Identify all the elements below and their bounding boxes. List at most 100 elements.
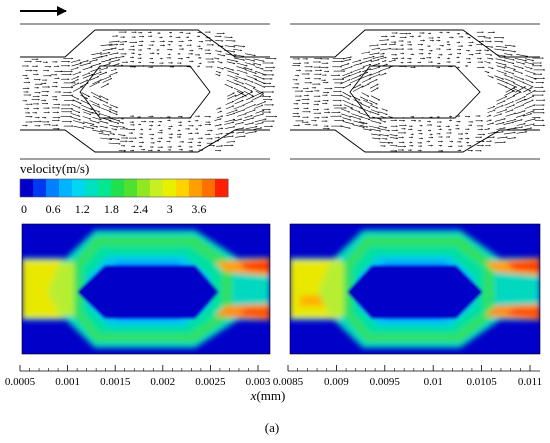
- velocity-vector: [108, 41, 120, 43]
- velocity-vector: [82, 116, 91, 120]
- velocity-vector: [494, 119, 505, 122]
- velocity-vector: [353, 120, 364, 124]
- channel-outline-right: [290, 29, 540, 153]
- velocity-vector: [92, 103, 100, 108]
- velocity-vector: [216, 116, 223, 118]
- velocity-vector: [80, 94, 87, 99]
- velocity-vector: [117, 125, 125, 128]
- velocity-vector: [353, 124, 364, 128]
- velocity-vector: [494, 106, 503, 109]
- velocity-vector: [255, 123, 263, 125]
- velocity-vector: [72, 72, 81, 76]
- velocity-vector: [372, 56, 384, 59]
- velocity-vector: [350, 75, 361, 80]
- colorbar-tick-label: 1.2: [75, 202, 90, 216]
- velocity-vector: [214, 125, 222, 127]
- velocity-vector: [254, 79, 266, 84]
- velocity-vector: [237, 114, 246, 117]
- velocity-vector: [516, 124, 526, 126]
- colorbar-tick-label: 1.8: [104, 202, 119, 216]
- velocity-vector: [217, 111, 222, 113]
- velocity-vector: [496, 96, 506, 102]
- velocity-vector: [80, 99, 89, 104]
- obstacle-right: [349, 65, 481, 119]
- velocity-vector: [118, 117, 124, 119]
- velocity-vector: [516, 61, 525, 64]
- velocity-vector: [236, 132, 244, 134]
- velocity-vector: [507, 138, 516, 139]
- velocity-vector: [242, 92, 253, 97]
- velocity-vector: [245, 53, 255, 56]
- velocity-vector: [118, 65, 122, 67]
- velocity-vector: [217, 128, 223, 130]
- velocity-vector: [496, 128, 505, 130]
- velocity-vector: [234, 93, 243, 97]
- velocity-vector: [73, 125, 84, 128]
- velocity-vector: [369, 73, 380, 79]
- x-tick-label: 0.01: [424, 376, 443, 388]
- velocity-vector: [233, 87, 244, 93]
- velocity-vector: [504, 70, 514, 74]
- colorbar-swatch: [33, 179, 47, 197]
- velocity-vector: [90, 63, 101, 67]
- velocity-vector: [217, 66, 224, 69]
- velocity-vector: [214, 119, 221, 121]
- velocity-vector: [495, 58, 506, 61]
- colorbar-tick-label: 0: [21, 202, 27, 216]
- velocity-vector: [215, 71, 221, 73]
- velocity-vector: [81, 92, 90, 97]
- colorbar-swatch: [111, 179, 125, 197]
- colorbar-swatch: [189, 179, 203, 197]
- velocity-vector: [513, 105, 524, 109]
- x-tick-label: 0.003: [246, 376, 271, 388]
- velocity-vector: [515, 96, 525, 102]
- velocity-vector: [504, 53, 512, 56]
- velocity-vector: [485, 46, 494, 47]
- velocity-vector: [110, 48, 117, 50]
- velocity-vector: [98, 133, 110, 135]
- velocity-vector: [72, 99, 82, 104]
- velocity-vector: [100, 53, 110, 55]
- velocity-vector: [100, 99, 108, 103]
- colorbar-swatch: [59, 179, 73, 197]
- velocity-vector: [71, 109, 80, 113]
- velocity-vector: [234, 96, 243, 101]
- velocity-vector: [487, 106, 495, 110]
- velocity-vector: [244, 82, 255, 88]
- velocity-vector: [245, 69, 257, 74]
- velocity-vector: [504, 49, 516, 52]
- velocity-vector: [101, 75, 111, 81]
- velocity-vector: [380, 116, 387, 118]
- velocity-vector: [505, 113, 515, 117]
- velocity-vector: [92, 112, 100, 115]
- colorbar: velocity(m/s) 0 0.6 1.2 1.8 2.4 3 3.6: [19, 161, 229, 216]
- velocity-vector: [108, 117, 120, 121]
- x-axis-label: x(mm): [250, 388, 286, 403]
- velocity-vector: [109, 125, 118, 127]
- velocity-vector: [243, 78, 254, 83]
- velocity-vector: [370, 88, 379, 93]
- velocity-vector: [513, 82, 523, 87]
- contour-frame-left: [21, 223, 271, 355]
- velocity-vector: [494, 132, 504, 134]
- velocity-vector: [118, 56, 124, 58]
- velocity-vector: [495, 62, 507, 65]
- velocity-vector: [71, 60, 80, 63]
- velocity-vector: [101, 60, 111, 63]
- velocity-vector: [244, 62, 255, 66]
- velocity-vector: [235, 128, 244, 130]
- velocity-vector: [352, 104, 362, 109]
- velocity-vector: [255, 70, 266, 75]
- velocity-vector: [506, 96, 515, 100]
- velocity-vector: [505, 105, 515, 109]
- figure-caption: (a): [265, 420, 279, 435]
- velocity-vector: [342, 117, 351, 121]
- velocity-vector: [119, 42, 127, 43]
- velocity-vector: [224, 67, 234, 70]
- x-tick-label: 0.001: [55, 376, 80, 388]
- velocity-vector: [90, 68, 100, 72]
- velocity-vector: [109, 57, 118, 60]
- velocity-vector: [342, 71, 352, 77]
- velocity-vector: [112, 64, 119, 67]
- velocity-vector: [342, 121, 354, 124]
